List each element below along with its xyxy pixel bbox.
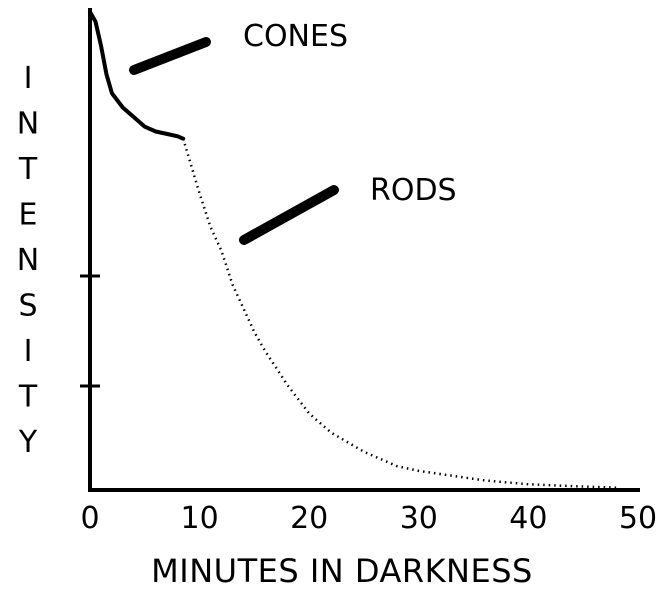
x-tick-label: 10 <box>181 501 219 536</box>
y-axis-title-letter: S <box>18 289 37 324</box>
x-axis-title: MINUTES IN DARKNESS <box>151 552 533 590</box>
y-axis-title-letter: N <box>17 107 39 142</box>
y-axis-title-letter: E <box>19 198 38 233</box>
cones-pointer-line <box>129 37 211 75</box>
annotation-pointers <box>129 37 339 245</box>
y-axis-title-letter: I <box>24 334 33 369</box>
rods-annotation-label: RODS <box>370 173 457 208</box>
cones-curve <box>88 10 186 141</box>
cones-annotation-label: CONES <box>243 19 348 54</box>
axes <box>80 8 640 492</box>
rods-pointer-line <box>239 185 339 245</box>
y-axis-title-letter: I <box>24 61 33 96</box>
x-tick-label: 20 <box>290 501 328 536</box>
x-tick-label: 40 <box>509 501 547 536</box>
x-axis-ticks: 0 10 20 30 40 50 <box>80 501 657 536</box>
y-axis-title-letter: T <box>18 152 38 187</box>
y-axis-title-letter: Y <box>18 425 38 460</box>
x-tick-label: 50 <box>619 501 657 536</box>
x-tick-label: 0 <box>80 501 99 536</box>
y-axis-title-letter: N <box>17 243 39 278</box>
x-tick-label: 30 <box>400 501 438 536</box>
y-axis-title-letter: T <box>18 380 38 415</box>
series-layer <box>88 10 617 489</box>
